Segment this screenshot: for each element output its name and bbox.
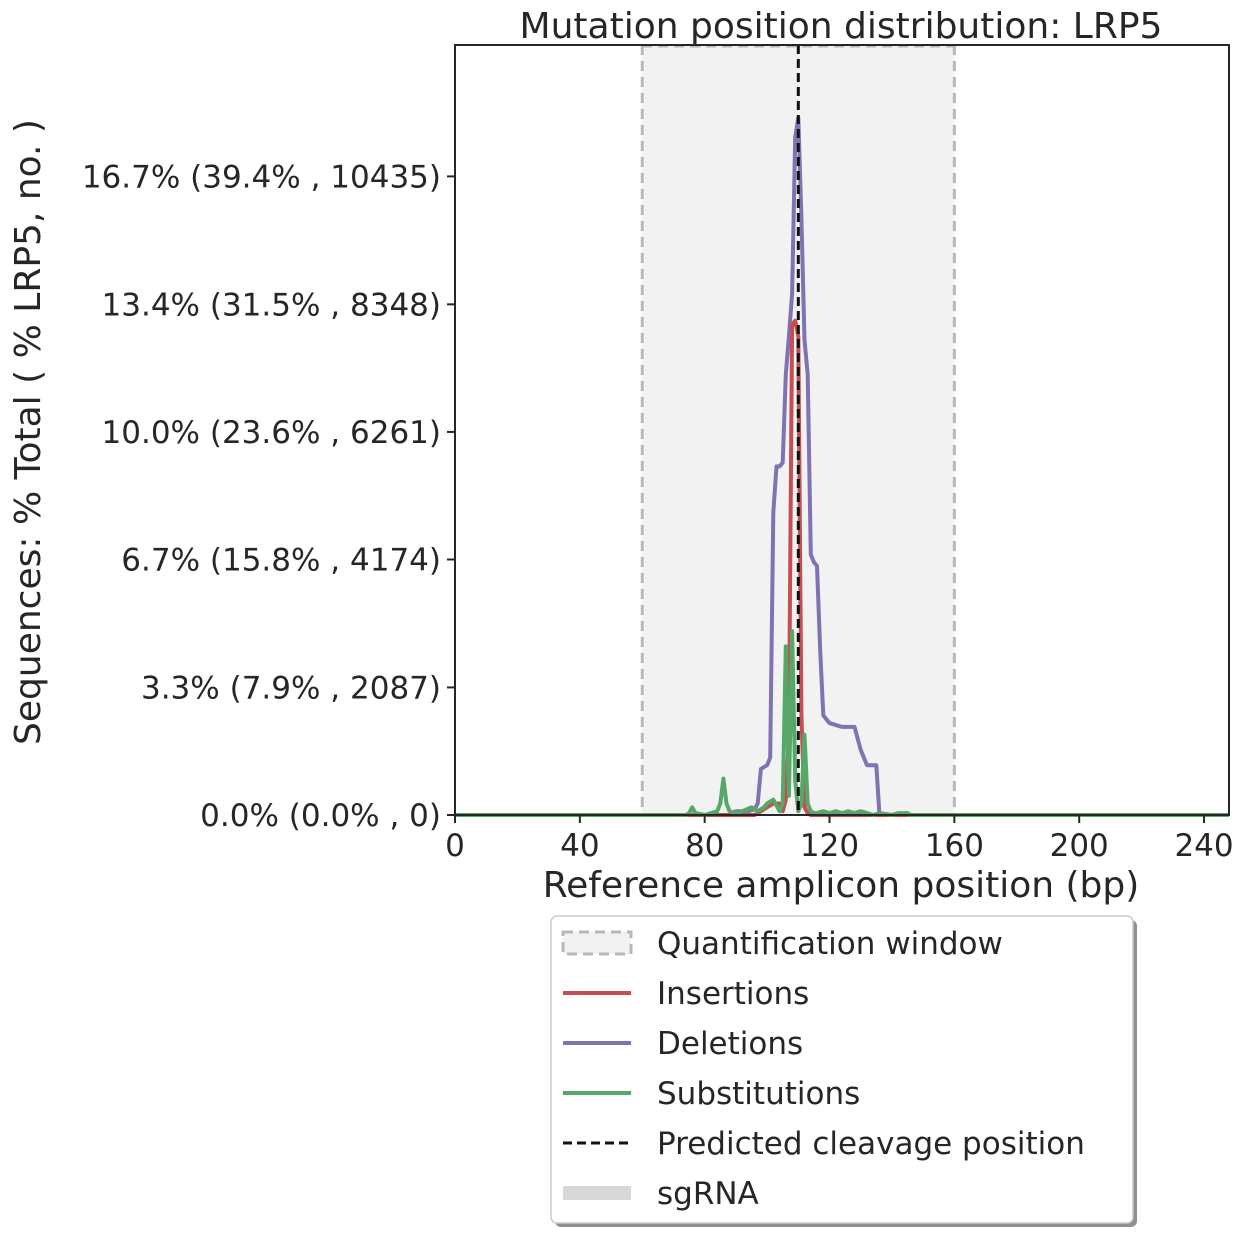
series-line-substitutions <box>455 629 1229 817</box>
legend-label: Predicted cleavage position <box>657 1126 1085 1162</box>
legend-swatch-bar <box>563 1186 631 1200</box>
legend-label: Substitutions <box>657 1076 860 1112</box>
chart-title: Mutation position distribution: LRP5 <box>520 6 1163 47</box>
x-tick-label: 40 <box>560 828 599 864</box>
y-tick-label: 16.7% (39.4% , 10435) <box>82 159 441 195</box>
x-tick-label: 160 <box>925 828 984 864</box>
y-tick-label: 3.3% (7.9% , 2087) <box>141 670 441 706</box>
legend-box <box>550 915 1134 1224</box>
legend-label: sgRNA <box>657 1176 759 1212</box>
legend-label: Insertions <box>657 976 809 1012</box>
legend-swatch-window <box>561 930 633 956</box>
plot-area <box>455 44 1229 817</box>
x-axis-title: Reference amplicon position (bp) <box>543 865 1140 906</box>
legend-label: Deletions <box>657 1026 803 1062</box>
y-tick-label: 10.0% (23.6% , 6261) <box>102 415 441 451</box>
axes: 0 40 80 120 160 200 240 0.0% (0.0% , 0) 3.3% (7.… <box>82 44 1234 864</box>
legend: Quantification window Insertions Deletions… <box>550 915 1137 1227</box>
plot-frame <box>454 44 1230 816</box>
y-tick-label: 0.0% (0.0% , 0) <box>200 798 441 834</box>
x-tick-label: 200 <box>1050 828 1109 864</box>
x-tick-label: 240 <box>1174 828 1233 864</box>
series-line-deletions <box>455 115 1229 817</box>
y-tick-label: 13.4% (31.5% , 8348) <box>102 287 441 323</box>
x-tick-label: 0 <box>445 828 465 864</box>
x-tick-label: 80 <box>685 828 724 864</box>
y-tick-label: 6.7% (15.8% , 4174) <box>121 542 441 578</box>
x-tick-label: 120 <box>800 828 859 864</box>
y-axis-title: Sequences: % Total ( % LRP5, no. ) <box>8 119 49 745</box>
legend-label: Quantification window <box>657 926 1003 962</box>
